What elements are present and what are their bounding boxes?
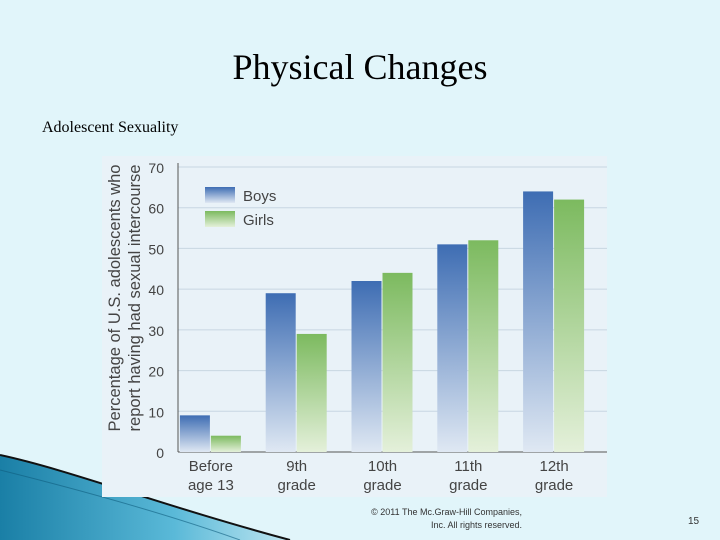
bar-girls [382, 272, 413, 452]
y-tick-label: 10 [148, 404, 164, 420]
chart-panel: 0 10 20 30 40 50 60 70 Before age 13 9th grade 10th g… [102, 156, 607, 497]
x-tick-label: 11th [454, 458, 482, 475]
bar-chart: 0 10 20 30 40 50 60 70 Before age 13 9th grade 10th g… [148, 160, 607, 494]
copyright-notice: © 2011 The Mc.Graw-Hill Companies, Inc. … [330, 506, 522, 532]
slide-subtitle: Adolescent Sexuality [42, 119, 179, 136]
bar-boys [265, 293, 296, 452]
x-tick-label: 12th [539, 458, 568, 475]
bar-girls [210, 435, 241, 452]
x-tick-label: 9th [286, 458, 307, 475]
y-tick-label: 30 [148, 323, 164, 339]
x-tick-label: grade [535, 477, 573, 494]
x-tick-label: Before [189, 458, 233, 475]
x-tick-label: 10th [368, 458, 397, 475]
copyright-line-2: Inc. All rights reserved. [430, 520, 522, 530]
y-tick-label: 50 [148, 241, 164, 257]
x-tick-label: grade [449, 477, 487, 494]
bar-girls [554, 199, 585, 452]
slide-title: Physical Changes [232, 47, 488, 87]
bar-boys [351, 281, 382, 452]
legend-swatch-boys [205, 187, 235, 203]
y-tick-label: 40 [148, 282, 164, 298]
page-number: 15 [688, 516, 700, 527]
bar-boys [179, 415, 210, 452]
copyright-line-1: © 2011 The Mc.Graw-Hill Companies, [371, 507, 522, 517]
x-tick-label: grade [363, 477, 401, 494]
y-tick-label: 60 [148, 201, 164, 217]
legend-label-girls: Girls [243, 212, 274, 229]
bar-boys [437, 244, 468, 452]
y-tick-label: 70 [148, 160, 164, 176]
bar-girls [296, 333, 327, 452]
x-tick-label: grade [278, 477, 316, 494]
x-tick-label: age 13 [188, 477, 234, 494]
bar-girls [468, 240, 499, 452]
legend-swatch-girls [205, 211, 235, 227]
bar-boys [523, 191, 554, 452]
y-tick-label: 0 [156, 445, 164, 461]
legend-label-boys: Boys [243, 188, 276, 205]
y-tick-label: 20 [148, 364, 164, 380]
y-axis-label: Percentage of U.S. adolescents who repor… [106, 164, 144, 432]
